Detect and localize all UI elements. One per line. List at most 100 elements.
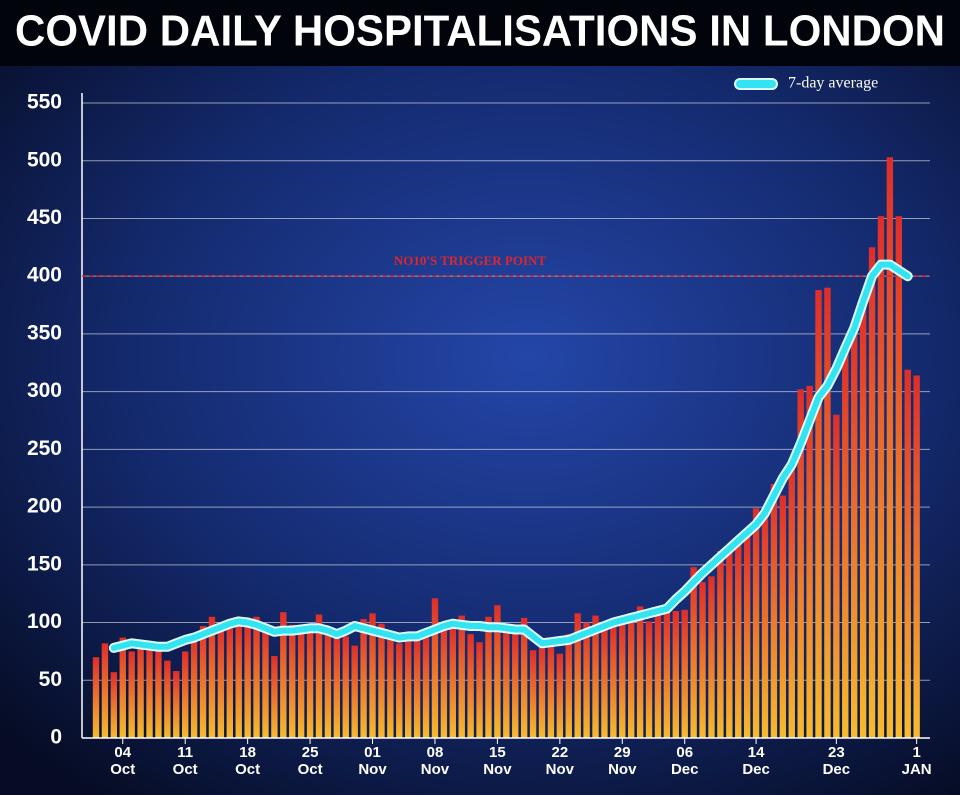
bar	[413, 638, 421, 738]
bar	[833, 414, 840, 738]
bar	[119, 637, 126, 738]
bar	[904, 369, 911, 738]
bar	[877, 216, 885, 739]
bar	[324, 628, 332, 738]
y-tick-label: 50	[39, 668, 62, 691]
bar	[485, 616, 492, 738]
bar	[306, 624, 314, 738]
y-tick-label: 450	[27, 206, 62, 229]
bar	[708, 576, 715, 738]
y-tick-label: 150	[27, 552, 62, 575]
y-tick-label: 250	[27, 437, 62, 460]
bar	[199, 626, 207, 738]
y-tick-label: 300	[27, 379, 62, 402]
x-tick-label: 18 Oct	[235, 744, 261, 778]
bar	[636, 606, 644, 738]
x-tick-label: 29 Nov	[608, 744, 637, 778]
x-tick-label: 01 Nov	[358, 744, 387, 778]
bar	[289, 624, 296, 738]
bar	[761, 507, 769, 738]
bar	[208, 616, 216, 738]
bar	[226, 626, 233, 738]
bar	[494, 605, 501, 738]
bar	[360, 619, 367, 738]
bar	[405, 639, 412, 738]
bar	[913, 375, 920, 738]
bar	[244, 624, 251, 738]
x-tick-label: 1 JAN	[901, 744, 932, 778]
bar	[601, 627, 608, 738]
bar	[271, 656, 278, 738]
x-tick-label: 25 Oct	[297, 744, 323, 778]
bar	[681, 609, 688, 738]
bar	[235, 622, 242, 738]
bar	[547, 643, 555, 738]
bar	[529, 650, 537, 738]
bar	[342, 636, 349, 738]
bar	[565, 634, 572, 738]
bar	[690, 567, 697, 738]
bar	[806, 385, 813, 738]
bar	[538, 645, 546, 738]
bar	[173, 671, 180, 738]
bar	[476, 642, 483, 738]
y-tick-label: 500	[27, 148, 62, 171]
bar	[458, 615, 465, 738]
bar	[699, 582, 706, 738]
bar	[396, 643, 403, 738]
bar	[351, 645, 358, 738]
average-line	[110, 261, 911, 651]
bar	[333, 634, 341, 738]
bar	[752, 508, 760, 738]
bar	[797, 389, 804, 738]
bar	[895, 216, 902, 739]
bar	[628, 613, 635, 738]
bar	[815, 290, 822, 738]
bar	[735, 541, 742, 738]
x-tick-label: 15 Nov	[483, 744, 512, 778]
x-tick-label: 08 Nov	[420, 744, 450, 778]
x-tick-label: 11 Oct	[172, 744, 198, 778]
bar	[726, 547, 733, 738]
x-tick-label: 14 Dec	[742, 744, 770, 778]
bar	[137, 639, 144, 738]
bar	[842, 345, 849, 738]
bar	[779, 495, 787, 738]
bar	[110, 672, 118, 738]
y-tick-label: 100	[27, 610, 62, 633]
bar	[717, 550, 724, 738]
bar	[101, 643, 109, 738]
y-tick-label: 400	[27, 264, 62, 287]
bar	[672, 611, 679, 738]
bar	[592, 615, 599, 738]
x-tick-label: 23 Dec	[822, 744, 851, 778]
bar	[868, 247, 876, 738]
y-tick-label: 200	[27, 495, 62, 518]
bar	[556, 653, 564, 738]
bar	[520, 617, 528, 738]
bar	[146, 645, 153, 738]
y-tick-label: 350	[27, 321, 62, 344]
bar	[824, 287, 831, 738]
bar	[262, 627, 269, 738]
bar	[886, 157, 894, 738]
x-tick-label: 06 Dec	[670, 744, 699, 778]
bar	[663, 608, 671, 738]
bar	[315, 614, 323, 738]
bar	[387, 634, 394, 738]
bar	[654, 615, 662, 738]
bar	[610, 624, 617, 738]
bar	[128, 651, 135, 738]
bar	[449, 628, 456, 738]
bar	[155, 650, 162, 738]
bar	[217, 628, 225, 738]
bar	[422, 637, 430, 738]
trigger-label: NO10'S TRIGGER POINT	[394, 253, 547, 268]
bar	[645, 621, 653, 738]
chart-title: COVID DAILY HOSPITALISATIONS IN LONDON	[15, 7, 945, 56]
bar	[182, 651, 189, 738]
bar	[859, 299, 867, 738]
y-tick-label: 550	[27, 91, 62, 114]
